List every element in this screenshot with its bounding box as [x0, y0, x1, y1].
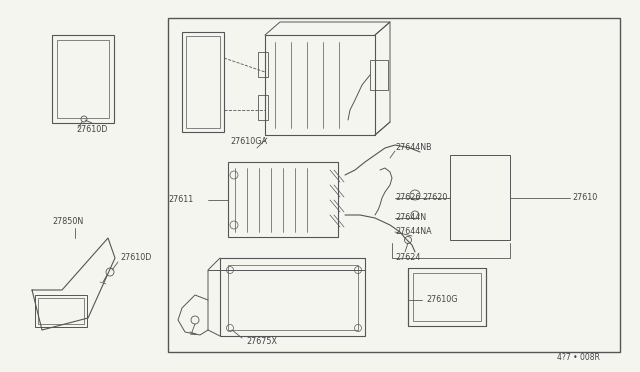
Text: 27624: 27624 — [395, 253, 420, 263]
Text: 27644NB: 27644NB — [395, 144, 431, 153]
Text: 4?7 • 008R: 4?7 • 008R — [557, 353, 600, 362]
Text: 27850N: 27850N — [52, 218, 84, 227]
Bar — [228, 162, 338, 237]
Text: 27644N: 27644N — [395, 214, 426, 222]
Bar — [182, 32, 224, 132]
Bar — [57, 40, 109, 118]
Text: 27610G: 27610G — [426, 295, 458, 305]
Bar — [35, 295, 87, 327]
Text: 27675X: 27675X — [246, 337, 277, 346]
Bar — [258, 95, 268, 120]
Bar — [52, 35, 114, 123]
Bar — [258, 52, 268, 77]
Text: 27644NA: 27644NA — [395, 228, 431, 237]
Bar — [168, 18, 620, 352]
Bar — [228, 265, 358, 330]
Text: 27626: 27626 — [395, 193, 420, 202]
Bar — [370, 60, 388, 90]
Text: 27610D: 27610D — [120, 253, 152, 263]
Bar — [186, 36, 220, 128]
Bar — [450, 155, 510, 240]
Bar — [265, 35, 375, 135]
Text: 27620: 27620 — [422, 193, 448, 202]
Text: 27610: 27610 — [572, 193, 597, 202]
Bar — [220, 258, 365, 336]
Bar — [38, 298, 84, 324]
Bar — [413, 273, 481, 321]
Text: 27611: 27611 — [168, 196, 193, 205]
Text: 27610D: 27610D — [76, 125, 108, 135]
Text: 27610GA: 27610GA — [230, 138, 267, 147]
Bar — [408, 268, 486, 326]
